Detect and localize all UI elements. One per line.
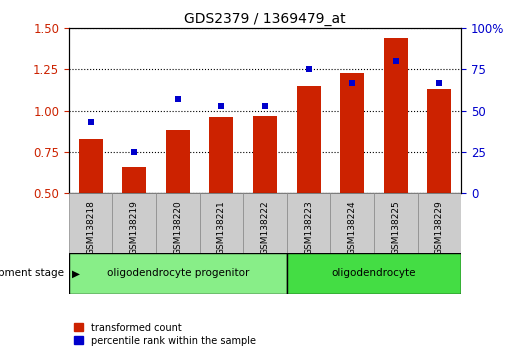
Text: GSM138218: GSM138218 (86, 200, 95, 255)
Text: GSM138221: GSM138221 (217, 200, 226, 255)
Text: GSM138219: GSM138219 (130, 200, 139, 255)
Bar (156, 193, 200, 253)
Text: GSM138224: GSM138224 (348, 200, 357, 255)
Bar (418, 193, 461, 253)
Text: GSM138229: GSM138229 (435, 200, 444, 255)
Bar (253, 115, 277, 193)
Bar (340, 73, 364, 193)
Bar (112, 193, 156, 253)
Bar (200, 193, 243, 253)
Text: GSM138223: GSM138223 (304, 200, 313, 255)
Bar (427, 89, 452, 193)
Text: ▶: ▶ (72, 268, 80, 279)
Text: oligodendrocyte progenitor: oligodendrocyte progenitor (107, 268, 249, 279)
Bar (69, 253, 287, 294)
Point (348, 80, 356, 85)
Text: GSM138220: GSM138220 (173, 200, 182, 255)
Bar (166, 130, 190, 193)
Bar (209, 117, 233, 193)
Bar (330, 193, 374, 253)
Text: oligodendrocyte: oligodendrocyte (332, 268, 416, 279)
Point (130, 149, 138, 155)
Point (86, 119, 95, 125)
Text: development stage: development stage (0, 268, 64, 279)
Bar (69, 193, 112, 253)
Legend: transformed count, percentile rank within the sample: transformed count, percentile rank withi… (74, 323, 257, 346)
Bar (79, 139, 103, 193)
Point (435, 80, 444, 85)
Point (304, 67, 313, 72)
Bar (243, 193, 287, 253)
Bar (374, 193, 418, 253)
Text: GSM138225: GSM138225 (391, 200, 400, 255)
Text: GDS2379 / 1369479_at: GDS2379 / 1369479_at (184, 12, 346, 27)
Bar (287, 253, 461, 294)
Text: GSM138222: GSM138222 (261, 200, 269, 255)
Bar (122, 167, 146, 193)
Point (392, 58, 400, 64)
Bar (287, 193, 330, 253)
Bar (384, 38, 408, 193)
Point (174, 96, 182, 102)
Point (261, 103, 269, 109)
Point (217, 103, 226, 109)
Bar (297, 86, 321, 193)
